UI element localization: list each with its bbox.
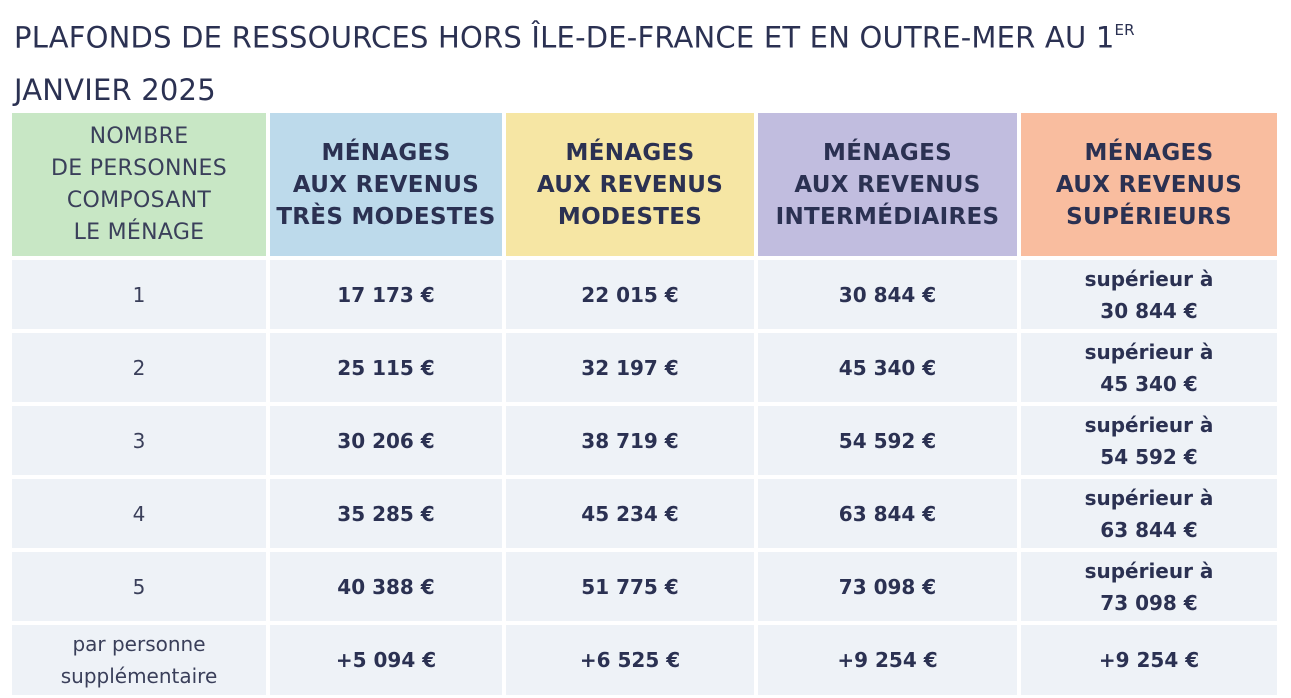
row-2-label: 2	[12, 333, 266, 402]
row-1-very-modest: 17 173 €	[270, 260, 502, 329]
row-3-label: 3	[12, 406, 266, 475]
row-2-very-modest: 25 115 €	[270, 333, 502, 402]
row-2-superior: supérieur à 45 340 €	[1021, 333, 1277, 402]
row-3-superior: supérieur à 54 592 €	[1021, 406, 1277, 475]
header-modest: MÉNAGES AUX REVENUS MODESTES	[506, 113, 754, 256]
title-line2: JANVIER 2025	[14, 72, 216, 107]
row-2-modest: 32 197 €	[506, 333, 754, 402]
row-extra-label: par personne supplémentaire	[12, 625, 266, 695]
header-very-modest: MÉNAGES AUX REVENUS TRÈS MODESTES	[270, 113, 502, 256]
row-5-superior: supérieur à 73 098 €	[1021, 552, 1277, 621]
row-4-label: 4	[12, 479, 266, 548]
row-4-very-modest: 35 285 €	[270, 479, 502, 548]
header-intermediate: MÉNAGES AUX REVENUS INTERMÉDIAIRES	[758, 113, 1017, 256]
row-extra-superior: +9 254 €	[1021, 625, 1277, 695]
row-4-superior: supérieur à 63 844 €	[1021, 479, 1277, 548]
row-extra-modest: +6 525 €	[506, 625, 754, 695]
row-1-label: 1	[12, 260, 266, 329]
row-1-intermediate: 30 844 €	[758, 260, 1017, 329]
header-superior: MÉNAGES AUX REVENUS SUPÉRIEURS	[1021, 113, 1277, 256]
row-5-intermediate: 73 098 €	[758, 552, 1017, 621]
row-5-very-modest: 40 388 €	[270, 552, 502, 621]
row-5-label: 5	[12, 552, 266, 621]
resource-ceiling-table: NOMBRE DE PERSONNES COMPOSANT LE MÉNAGE …	[12, 113, 1277, 695]
row-4-intermediate: 63 844 €	[758, 479, 1017, 548]
row-4-modest: 45 234 €	[506, 479, 754, 548]
row-2-intermediate: 45 340 €	[758, 333, 1017, 402]
title-text: PLAFONDS DE RESSOURCES HORS ÎLE-DE-FRANC…	[14, 20, 1115, 55]
row-3-modest: 38 719 €	[506, 406, 754, 475]
row-3-very-modest: 30 206 €	[270, 406, 502, 475]
header-household-size: NOMBRE DE PERSONNES COMPOSANT LE MÉNAGE	[12, 113, 266, 256]
row-1-superior: supérieur à 30 844 €	[1021, 260, 1277, 329]
row-extra-intermediate: +9 254 €	[758, 625, 1017, 695]
page-title: PLAFONDS DE RESSOURCES HORS ÎLE-DE-FRANC…	[14, 6, 1274, 116]
row-5-modest: 51 775 €	[506, 552, 754, 621]
row-3-intermediate: 54 592 €	[758, 406, 1017, 475]
row-1-modest: 22 015 €	[506, 260, 754, 329]
title-superscript: ER	[1114, 21, 1135, 39]
row-extra-very-modest: +5 094 €	[270, 625, 502, 695]
